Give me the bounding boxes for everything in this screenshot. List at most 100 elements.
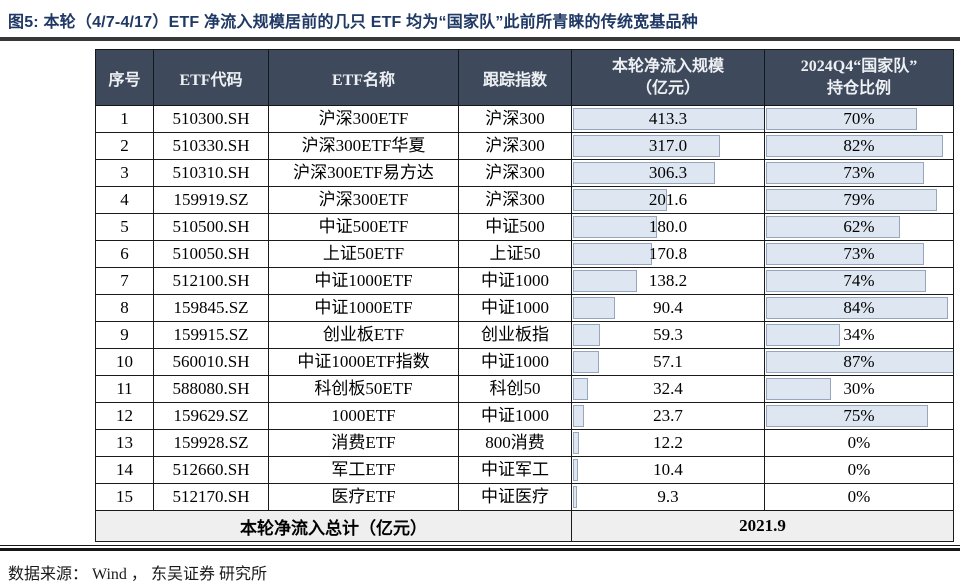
cell-holding-pct-value: 84%: [843, 298, 875, 317]
cell-tracking-index: 中证500: [458, 213, 572, 241]
cell-etf-code: 510500.SH: [153, 213, 269, 241]
cell-inflow: 170.8: [571, 240, 765, 268]
cell-holding-pct: 70%: [764, 105, 954, 133]
column-header-inflow-line2: （亿元）: [635, 79, 700, 97]
holding-pct-databar: [766, 162, 924, 184]
cell-row-number: 14: [95, 456, 154, 484]
table-row: 10 560010.SH 中证1000ETF指数 中证1000 57.1 87%: [95, 348, 954, 376]
cell-tracking-index: 沪深300: [458, 132, 572, 160]
table-row: 3 510310.SH 沪深300ETF易方达 沪深300 306.3 73%: [95, 159, 954, 187]
column-header-inflow-line1: 本轮净流入规模: [611, 57, 724, 75]
cell-holding-pct: 87%: [764, 348, 954, 376]
cell-holding-pct-value: 82%: [843, 136, 875, 155]
cell-row-number: 6: [95, 240, 154, 268]
cell-row-number: 4: [95, 186, 154, 214]
cell-inflow: 59.3: [571, 321, 765, 349]
cell-row-number: 8: [95, 294, 154, 322]
cell-etf-code: 159915.SZ: [153, 321, 269, 349]
bottom-divider: [0, 545, 960, 551]
cell-etf-name: 中证1000ETF: [268, 267, 459, 295]
cell-tracking-index: 中证军工: [458, 456, 572, 484]
table-row: 12 159629.SZ 1000ETF 中证1000 23.7 75%: [95, 402, 954, 430]
table-row: 14 512660.SH 军工ETF 中证军工 10.4 0%: [95, 456, 954, 484]
cell-holding-pct-value: 74%: [843, 271, 875, 290]
cell-holding-pct-value: 70%: [843, 109, 875, 128]
cell-inflow-value: 180.0: [648, 217, 688, 236]
cell-holding-pct-value: 62%: [843, 217, 875, 236]
source-link-dongwu[interactable]: 东吴证券: [150, 566, 215, 581]
cell-etf-name: 沪深300ETF易方达: [268, 159, 459, 187]
cell-etf-name: 沪深300ETF: [268, 186, 459, 214]
inflow-databar: [573, 108, 764, 130]
table-row: 15 512170.SH 医疗ETF 中证医疗 9.3 0%: [95, 483, 954, 511]
column-header-holding-pct: 2024Q4“国家队” 持仓比例: [764, 49, 954, 106]
cell-inflow-value: 32.4: [653, 379, 683, 398]
holding-pct-databar: [766, 324, 840, 346]
total-row: 本轮净流入总计（亿元） 2021.9: [95, 510, 954, 542]
cell-inflow-value: 59.3: [653, 325, 683, 344]
holding-pct-databar: [766, 378, 831, 400]
table-row: 8 159845.SZ 中证1000ETF 中证1000 90.4 84%: [95, 294, 954, 322]
cell-holding-pct: 0%: [764, 456, 954, 484]
inflow-databar: [573, 486, 578, 508]
cell-inflow: 10.4: [571, 456, 765, 484]
cell-etf-name: 医疗ETF: [268, 483, 459, 511]
cell-holding-pct: 62%: [764, 213, 954, 241]
cell-row-number: 15: [95, 483, 154, 511]
holding-pct-databar: [766, 135, 944, 157]
inflow-databar: [573, 189, 667, 211]
cell-tracking-index: 上证50: [458, 240, 572, 268]
cell-holding-pct-value: 75%: [843, 406, 875, 425]
bottom-divider-gap: [0, 546, 960, 548]
cell-inflow-value: 9.3: [657, 487, 679, 506]
cell-inflow-value: 10.4: [653, 460, 683, 479]
holding-pct-databar: [766, 216, 901, 238]
cell-holding-pct-value: 73%: [843, 163, 875, 182]
cell-inflow: 180.0: [571, 213, 765, 241]
cell-holding-pct-value: 34%: [843, 325, 875, 344]
cell-row-number: 1: [95, 105, 154, 133]
etf-table-body: 1 510300.SH 沪深300ETF 沪深300 413.3 70% 2 510330.S…: [95, 105, 954, 511]
cell-inflow: 9.3: [571, 483, 765, 511]
cell-etf-name: 中证500ETF: [268, 213, 459, 241]
cell-inflow: 138.2: [571, 267, 765, 295]
total-value: 2021.9: [571, 510, 954, 542]
cell-holding-pct: 82%: [764, 132, 954, 160]
table-row: 1 510300.SH 沪深300ETF 沪深300 413.3 70%: [95, 105, 954, 133]
cell-etf-code: 159845.SZ: [153, 294, 269, 322]
cell-tracking-index: 800消费: [458, 429, 572, 457]
cell-holding-pct-value: 79%: [843, 190, 875, 209]
holding-pct-databar: [766, 108, 918, 130]
cell-inflow-value: 90.4: [653, 298, 683, 317]
cell-inflow-value: 306.3: [648, 163, 688, 182]
cell-tracking-index: 中证1000: [458, 402, 572, 430]
cell-row-number: 5: [95, 213, 154, 241]
cell-holding-pct: 79%: [764, 186, 954, 214]
cell-holding-pct-value: 0%: [847, 433, 871, 452]
table-row: 4 159919.SZ 沪深300ETF 沪深300 201.6 79%: [95, 186, 954, 214]
cell-etf-name: 沪深300ETF华夏: [268, 132, 459, 160]
column-header-holding-line1: 2024Q4“国家队”: [800, 57, 918, 75]
bottom-divider-thin-line: [0, 545, 960, 546]
inflow-databar: [573, 405, 584, 427]
holding-pct-databar: [766, 405, 929, 427]
bottom-divider-thick-line: [0, 548, 960, 551]
cell-inflow-value: 413.3: [648, 109, 688, 128]
cell-inflow: 23.7: [571, 402, 765, 430]
cell-holding-pct: 73%: [764, 159, 954, 187]
cell-holding-pct: 74%: [764, 267, 954, 295]
cell-holding-pct-value: 30%: [843, 379, 875, 398]
inflow-databar: [573, 270, 638, 292]
cell-inflow-value: 57.1: [653, 352, 683, 371]
table-row: 9 159915.SZ 创业板ETF 创业板指 59.3 34%: [95, 321, 954, 349]
etf-table: 序号 ETF代码 ETF名称 跟踪指数 本轮净流入规模 （亿元） 2024Q4“…: [95, 49, 954, 542]
cell-etf-code: 510310.SH: [153, 159, 269, 187]
cell-holding-pct: 0%: [764, 483, 954, 511]
source-link-wind[interactable]: Wind: [92, 566, 127, 581]
cell-holding-pct: 73%: [764, 240, 954, 268]
cell-inflow-value: 170.8: [648, 244, 688, 263]
cell-inflow-value: 12.2: [653, 433, 683, 452]
inflow-databar: [573, 243, 653, 265]
cell-etf-name: 中证1000ETF: [268, 294, 459, 322]
